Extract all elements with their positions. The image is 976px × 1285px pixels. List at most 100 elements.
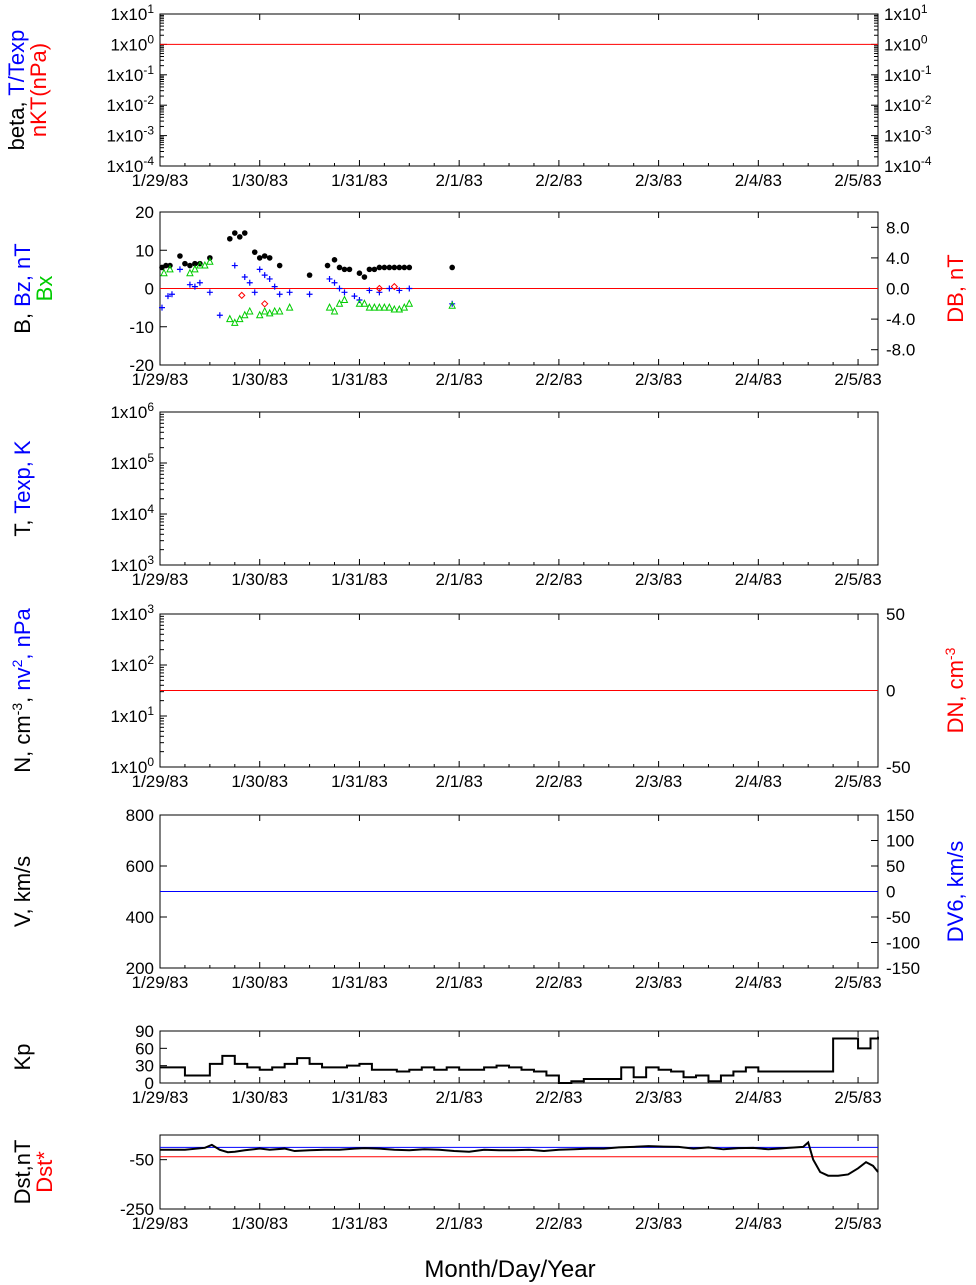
data-point-bx <box>265 308 274 317</box>
y2-tick-label: 1x101 <box>884 2 928 24</box>
data-point-b <box>192 260 198 267</box>
y-axis-label: V, km/s <box>10 856 35 927</box>
data-point-bx <box>270 306 279 315</box>
x-tick-label: 1/31/83 <box>331 570 388 589</box>
y-tick-label: 1x102 <box>110 653 154 675</box>
y-tick-label: 1x104 <box>110 502 154 524</box>
data-point-bz <box>336 285 343 292</box>
y-tick-label: -10 <box>129 318 154 337</box>
data-point-bz <box>386 285 393 292</box>
y2-tick-label: -50 <box>886 758 911 777</box>
data-point-b <box>236 234 243 240</box>
y-tick-label: -50 <box>129 1151 154 1170</box>
x-tick-label: 2/4/83 <box>735 570 782 589</box>
data-point-bx <box>245 306 254 315</box>
data-point-bz <box>246 279 253 286</box>
data-point-bz <box>186 281 193 288</box>
y-tick-label: 1x10-2 <box>106 93 154 115</box>
y-tick-label: -20 <box>129 356 154 375</box>
data-point-b <box>376 264 383 271</box>
data-point-bx <box>201 260 209 269</box>
data-point-b <box>406 264 413 271</box>
x-tick-label: 1/29/83 <box>132 570 189 589</box>
x-tick-label: 2/1/83 <box>436 370 483 389</box>
x-tick-label: 2/1/83 <box>436 1214 483 1233</box>
data-point-bx <box>370 303 379 311</box>
x-tick-label: 1/31/83 <box>331 772 388 791</box>
x-tick-label: 1/30/83 <box>231 973 288 992</box>
data-point-bz <box>251 289 258 296</box>
x-tick-label: 1/30/83 <box>231 772 288 791</box>
x-tick-label: 2/2/83 <box>535 570 582 589</box>
data-point-b <box>391 264 398 271</box>
y2-tick-label: 100 <box>886 832 914 851</box>
data-point-bz <box>276 291 283 298</box>
x-tick-label: 2/1/83 <box>436 1088 483 1107</box>
data-point-b <box>227 235 233 242</box>
x-tick-label: 1/30/83 <box>231 1088 288 1107</box>
data-point-bz <box>216 312 223 319</box>
x-tick-label: 2/5/83 <box>834 171 881 190</box>
data-point-bx <box>230 318 239 326</box>
x-tick-label: 1/29/83 <box>132 1088 189 1107</box>
y-tick-label: 1x10-4 <box>106 154 154 176</box>
y2-tick-label: 150 <box>886 806 914 825</box>
y-tick-label: 1x101 <box>110 2 154 24</box>
data-point-bx <box>385 303 394 311</box>
series-line-2 <box>160 1140 879 1177</box>
data-point-bx <box>405 299 414 307</box>
data-point-bz <box>366 287 373 294</box>
x-tick-label: 1/29/83 <box>132 1214 189 1233</box>
data-point-b <box>177 253 183 259</box>
series-line-0 <box>160 1036 879 1084</box>
data-point-bz <box>326 275 333 282</box>
x-tick-label: 1/30/83 <box>231 370 288 389</box>
x-tick-label: 2/5/83 <box>834 370 881 389</box>
x-tick-label: 1/29/83 <box>132 772 189 791</box>
data-point-bz <box>231 262 238 269</box>
data-point-b <box>401 264 408 271</box>
x-tick-label: 2/3/83 <box>635 1214 682 1233</box>
y-tick-label: 800 <box>126 806 154 825</box>
x-tick-label: 1/30/83 <box>231 570 288 589</box>
y-axis-label: Dst,nT <box>10 1140 35 1205</box>
y2-tick-label: -100 <box>886 934 920 953</box>
x-tick-label: 2/5/83 <box>834 1214 881 1233</box>
y-axis-label: N, cm-3, nv2, nPa <box>9 607 35 772</box>
y2-tick-label: 1x10-2 <box>884 93 932 115</box>
y2-tick-label: -150 <box>886 959 920 978</box>
data-point-db <box>238 291 246 300</box>
data-point-bz <box>191 283 198 290</box>
panel-6: 1/29/83 1/30/83 1/31/83 2/1/83 2/2/83 2/3/83 2… <box>10 1134 882 1233</box>
y-tick-label: 10 <box>135 241 154 260</box>
data-point-b <box>324 262 331 269</box>
y-tick-label: 1x101 <box>110 704 154 726</box>
y-tick-label: 1x10-1 <box>106 63 154 85</box>
data-point-bz <box>164 293 171 300</box>
data-point-bz <box>266 275 273 282</box>
data-point-b <box>336 264 343 271</box>
x-tick-label: 1/31/83 <box>331 1088 388 1107</box>
data-point-bx <box>355 299 364 307</box>
data-point-db <box>375 284 384 293</box>
x-tick-label: 2/3/83 <box>635 772 682 791</box>
data-point-b <box>341 266 348 273</box>
data-point-db <box>261 300 269 308</box>
panel-5: 1/29/83 1/30/83 1/31/83 2/1/83 2/2/83 2/3/83 2… <box>10 1022 882 1107</box>
data-point-bx <box>206 257 214 265</box>
y2-tick-label: 0 <box>886 682 895 701</box>
data-point-b <box>251 249 258 255</box>
data-point-bx <box>325 303 334 311</box>
x-tick-label: 2/1/83 <box>436 570 483 589</box>
y-tick-label: 1x103 <box>110 553 154 575</box>
data-point-b <box>386 264 393 271</box>
data-point-b <box>182 260 188 267</box>
data-point-bz <box>168 291 175 298</box>
x-tick-label: 2/4/83 <box>735 973 782 992</box>
data-point-b <box>346 266 353 273</box>
panel-0: 1/29/83 1/30/83 1/31/83 2/1/83 2/2/83 2/3/83 2… <box>4 2 932 190</box>
y-axis-label-2: Bx <box>32 276 57 302</box>
data-point-bx <box>255 310 264 319</box>
y-axis-label-2: Dst* <box>32 1151 57 1193</box>
